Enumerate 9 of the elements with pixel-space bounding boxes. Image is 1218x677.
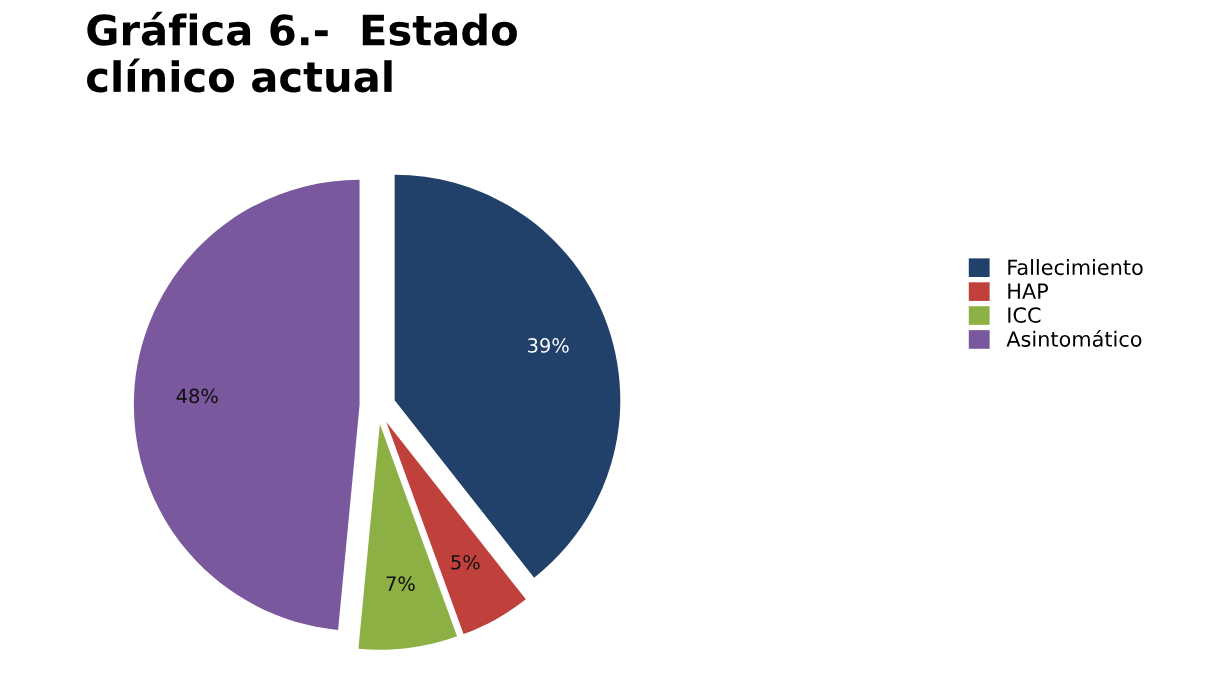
data-label: 39% xyxy=(528,338,569,353)
data-label: 5% xyxy=(451,554,480,570)
legend-label: ICC xyxy=(1008,307,1041,323)
chart-title: Gráfica 6.- Estado clínico actual xyxy=(87,11,517,93)
legend-label: Asintomático xyxy=(1006,329,1142,347)
legend-label: Fallecimiento xyxy=(1008,259,1143,276)
data-label: 7% xyxy=(386,576,415,591)
data-label: 48% xyxy=(176,388,218,404)
legend-label: HAP xyxy=(1008,283,1049,299)
